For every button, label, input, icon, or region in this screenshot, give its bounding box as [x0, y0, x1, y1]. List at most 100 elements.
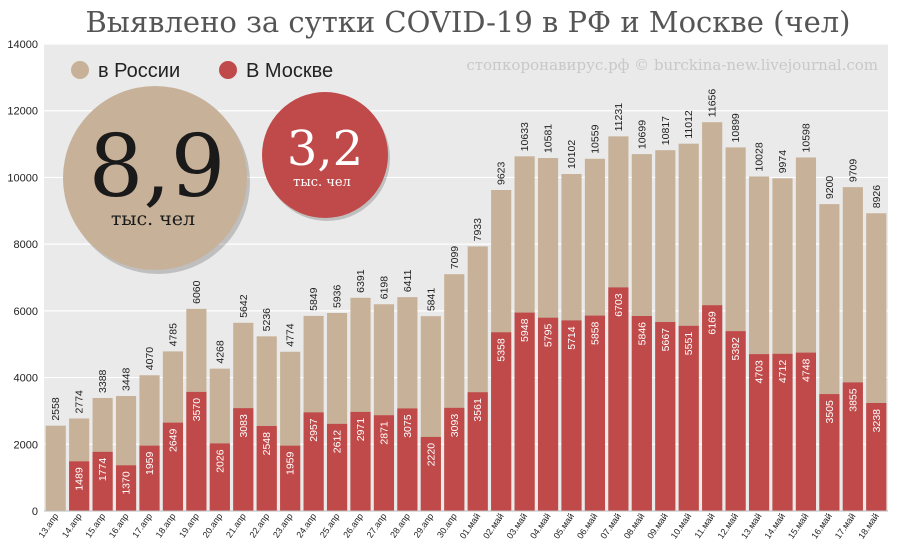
bar-moscow: [491, 332, 512, 511]
data-label-russia: 7933: [472, 218, 484, 242]
data-label-moscow: 3238: [871, 409, 883, 433]
bar-moscow: [514, 312, 535, 511]
data-label-moscow: 5795: [543, 324, 555, 348]
x-tick-label: 14.май: [762, 511, 787, 540]
data-label-moscow: 3083: [238, 414, 250, 438]
data-label-moscow: 4748: [800, 358, 812, 382]
data-label-moscow: 5392: [730, 337, 742, 361]
data-label-russia: 10581: [543, 124, 555, 153]
data-label-russia: 7099: [449, 246, 461, 270]
bar-moscow: [162, 422, 184, 511]
data-label-moscow: 5667: [660, 328, 672, 352]
bar-moscow: [420, 436, 441, 511]
bar-moscow: [748, 354, 770, 511]
data-label-russia: 5841: [425, 288, 437, 312]
data-label-moscow: 3505: [824, 400, 836, 424]
data-label-moscow: 6703: [613, 293, 625, 317]
data-label-russia: 10559: [589, 124, 601, 153]
x-axis: 13.апр 14.апр 15.апр 16.апр 17.апр 18.апр 19.а…: [36, 510, 888, 541]
chart-title: Выявлено за сутки COVID-19 в РФ и Москве…: [85, 5, 850, 39]
data-label-russia: 10699: [636, 120, 648, 149]
x-tick-label: 16.май: [809, 511, 834, 540]
x-tick-label: 27.апр: [365, 511, 389, 539]
x-tick-label: 21.апр: [224, 511, 248, 539]
y-tick-label: 4000: [14, 373, 38, 385]
bar-moscow: [350, 411, 371, 511]
x-tick-label: 14.апр: [60, 511, 84, 539]
bar-moscow: [678, 325, 699, 511]
x-tick-label: 28.апр: [388, 511, 412, 539]
x-tick-label: 15.май: [786, 511, 811, 540]
badge-russia-value: 8,9: [89, 117, 226, 217]
data-label-russia: 4785: [167, 323, 179, 347]
bar-moscow: [397, 408, 418, 511]
data-label-russia: 4774: [285, 323, 297, 347]
x-tick-label: 25.апр: [318, 511, 342, 539]
data-label-russia: 3388: [97, 369, 109, 393]
legend-swatch-moscow: [219, 61, 237, 79]
data-label-russia: 10028: [754, 142, 766, 171]
x-tick-label: 26.апр: [341, 511, 365, 539]
bar-moscow: [537, 317, 559, 511]
data-label-russia: 4070: [144, 347, 156, 371]
data-label-russia: 11656: [707, 89, 719, 118]
data-label-moscow: 2971: [355, 418, 367, 442]
bar-moscow: [92, 451, 113, 511]
badge-moscow-unit: тыс. чел: [293, 175, 351, 190]
data-label-moscow: 3570: [191, 398, 203, 422]
data-label-moscow: 2612: [332, 430, 344, 454]
data-label-russia: 6060: [191, 280, 203, 304]
labels-russia: 2558 2774 3388 3448 4070 4785 6060 4268 5642 5236…: [50, 89, 883, 421]
x-tick-label: 17.апр: [130, 511, 154, 539]
badge-russia-circle: [63, 86, 247, 270]
data-label-moscow: 2548: [261, 432, 273, 456]
x-tick-label: 15.апр: [83, 511, 107, 539]
y-tick-label: 0: [32, 506, 38, 518]
x-tick-label: 01.май: [458, 511, 483, 540]
x-tick-label: 16.апр: [107, 511, 131, 539]
legend: в России В Москве: [71, 60, 333, 82]
legend-label-russia: в России: [98, 60, 180, 82]
data-label-russia: 9200: [824, 176, 836, 200]
data-label-russia: 10633: [519, 122, 531, 151]
x-tick-label: 09.май: [645, 511, 670, 540]
x-tick-label: 29.апр: [412, 511, 436, 539]
bar-moscow: [326, 423, 348, 511]
x-tick-label: 11.май: [693, 511, 717, 540]
bar-moscow: [69, 461, 90, 511]
badge-moscow-value: 3,2: [287, 121, 363, 177]
bar-moscow: [561, 320, 582, 511]
data-label-russia: 8926: [871, 185, 883, 209]
data-label-moscow: 6169: [707, 311, 719, 335]
data-label-moscow: 2649: [167, 428, 179, 452]
data-label-russia: 5642: [238, 294, 250, 318]
x-tick-label: 10.май: [669, 511, 694, 540]
x-tick-label: 13.апр: [36, 511, 60, 539]
bar-russia: [45, 425, 66, 511]
x-tick-label: 06.май: [575, 511, 600, 540]
y-tick-label: 2000: [14, 439, 38, 451]
data-label-moscow: 2220: [425, 443, 437, 467]
data-label-moscow: 1370: [121, 471, 133, 495]
data-label-moscow: 2871: [378, 421, 390, 445]
x-tick-label: 30.апр: [435, 511, 459, 539]
x-tick-label: 08.май: [622, 511, 647, 540]
bar-moscow: [186, 391, 207, 511]
data-label-russia: 2558: [50, 397, 62, 421]
data-label-russia: 4268: [214, 340, 226, 364]
bar-moscow: [608, 287, 629, 511]
data-label-russia: 6411: [402, 269, 414, 292]
badge-moscow-circle: [262, 92, 388, 218]
data-label-russia: 5936: [332, 284, 344, 308]
data-label-russia: 10899: [730, 113, 742, 142]
data-label-russia: 3448: [121, 367, 133, 391]
x-tick-label: 13.май: [739, 511, 764, 540]
data-label-moscow: 5551: [683, 332, 695, 356]
bar-moscow: [139, 445, 160, 511]
data-label-moscow: 1959: [285, 451, 297, 475]
x-tick-label: 18.апр: [154, 511, 178, 539]
y-tick-label: 6000: [14, 306, 38, 318]
data-label-russia: 6198: [378, 276, 390, 300]
data-label-moscow: 2957: [308, 418, 320, 442]
